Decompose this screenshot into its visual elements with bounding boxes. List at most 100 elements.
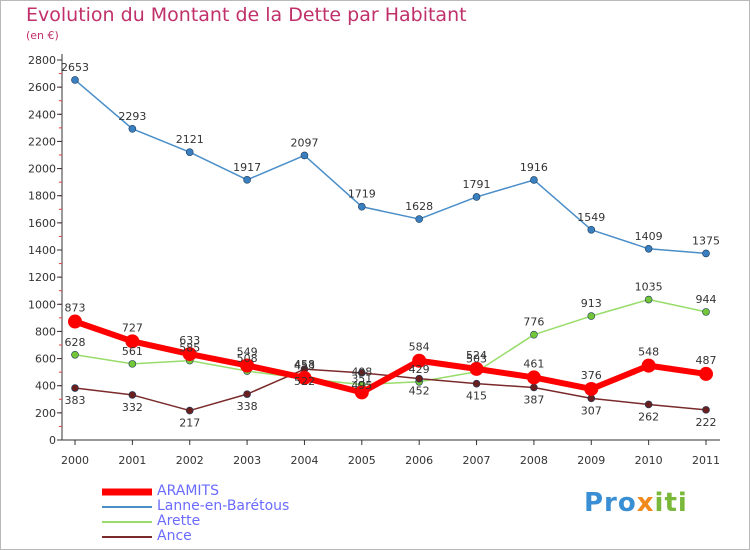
- x-tick-label: 2009: [577, 454, 605, 467]
- data-point-aramits: [469, 361, 484, 376]
- data-point-ance: [185, 406, 194, 415]
- x-tick-label: 2008: [520, 454, 548, 467]
- data-point-arette: [71, 350, 79, 359]
- x-tick-label: 2011: [692, 454, 720, 467]
- data-point-ance: [472, 379, 481, 388]
- data-label-arette: 585: [179, 342, 200, 355]
- data-label-ance: 495: [351, 379, 372, 392]
- legend-label-arette: Arette: [157, 513, 201, 529]
- data-label-lanne-en-bar-tous: 1549: [577, 211, 605, 224]
- y-tick-label: 2600: [28, 81, 56, 94]
- series-line-lanne-en-bar-tous: [74, 79, 707, 255]
- data-label-arette: 1035: [635, 281, 663, 294]
- data-point-ance: [702, 406, 710, 414]
- data-point-lanne-en-bar-tous: [358, 202, 366, 211]
- data-point-lanne-en-bar-tous: [71, 76, 79, 84]
- data-point-aramits: [354, 385, 369, 400]
- y-tick-label: 1400: [28, 244, 56, 257]
- legend-label-ance: Ance: [157, 528, 192, 544]
- data-point-aramits: [182, 347, 197, 362]
- data-point-aramits: [68, 314, 82, 329]
- legend-label-lanne-en-bar-tous: Lanne-en-Barétous: [157, 498, 290, 514]
- data-label-arette: 429: [409, 363, 430, 376]
- data-label-ance: 307: [581, 404, 602, 417]
- data-point-aramits: [584, 381, 599, 396]
- data-label-ance: 338: [237, 400, 258, 413]
- data-point-lanne-en-bar-tous: [530, 176, 538, 184]
- x-tick-label: 2010: [635, 454, 663, 467]
- data-point-lanne-en-bar-tous: [587, 225, 596, 234]
- data-label-aramits: 458: [294, 358, 315, 371]
- x-tick-label: 2005: [348, 454, 376, 467]
- y-tick-label: 2400: [28, 108, 56, 121]
- data-point-lanne-en-bar-tous: [702, 249, 710, 258]
- data-point-aramits: [526, 370, 541, 385]
- x-tick-label: 2001: [118, 454, 146, 467]
- series-line-arette: [74, 298, 707, 386]
- data-label-aramits: 584: [409, 341, 430, 354]
- data-label-lanne-en-bar-tous: 2121: [176, 133, 204, 146]
- data-label-lanne-en-bar-tous: 2653: [61, 61, 89, 74]
- legend-swatch-aramits: [102, 488, 152, 495]
- data-label-aramits: 633: [179, 334, 200, 347]
- data-label-lanne-en-bar-tous: 2097: [290, 136, 318, 149]
- data-label-arette: 776: [523, 316, 544, 329]
- x-tick-label: 2007: [463, 454, 491, 467]
- data-point-ance: [530, 383, 538, 392]
- data-label-ance: 222: [696, 416, 717, 429]
- data-point-arette: [587, 312, 596, 320]
- data-label-aramits: 376: [581, 369, 602, 382]
- data-label-aramits: 873: [65, 302, 86, 315]
- data-label-ance: 332: [122, 401, 143, 414]
- data-point-aramits: [699, 366, 713, 381]
- logo-part-1: Pro: [584, 488, 637, 518]
- data-label-lanne-en-bar-tous: 1791: [463, 178, 491, 191]
- legend-swatch-arette: [102, 520, 152, 523]
- y-tick-label: 800: [35, 325, 56, 338]
- x-tick-label: 2000: [61, 454, 89, 467]
- data-label-aramits: 549: [237, 345, 258, 358]
- data-label-ance: 415: [466, 390, 487, 403]
- y-tick-label: 1200: [28, 271, 56, 284]
- legend-label-aramits: ARAMITS: [157, 483, 219, 499]
- data-label-arette: 913: [581, 297, 602, 310]
- series-aramits: [68, 314, 713, 400]
- data-label-arette: 408: [351, 366, 372, 379]
- y-tick-label: 1000: [28, 298, 56, 311]
- data-label-ance: 383: [65, 394, 86, 407]
- data-label-lanne-en-bar-tous: 1719: [348, 188, 376, 201]
- data-point-lanne-en-bar-tous: [185, 148, 194, 156]
- data-label-ance: 387: [523, 393, 544, 406]
- data-point-ance: [128, 391, 137, 399]
- data-point-arette: [702, 308, 710, 316]
- data-label-aramits: 487: [696, 354, 717, 367]
- data-point-ance: [358, 369, 366, 377]
- y-tick-label: 1600: [28, 217, 56, 230]
- data-label-aramits: 351: [351, 372, 372, 385]
- series-lanne-en-bar-tous: [71, 76, 710, 258]
- y-tick-label: 600: [35, 353, 56, 366]
- data-point-aramits: [240, 358, 255, 373]
- y-tick-label: 0: [49, 434, 56, 447]
- legend-swatch-lanne-en-bar-tous: [102, 505, 152, 508]
- data-label-arette: 508: [237, 352, 258, 365]
- data-point-aramits: [641, 358, 656, 373]
- chart-axes: 0 200 400 600 800 1000 1200 1400 1600 1800 2000 220…: [28, 54, 720, 467]
- x-tick-label: 2004: [290, 454, 318, 467]
- y-tick-label: 2200: [28, 135, 56, 148]
- chart-title: Evolution du Montant de la Dette par Hab…: [26, 4, 467, 26]
- data-point-arette: [128, 360, 137, 368]
- data-label-arette: 944: [696, 293, 717, 306]
- data-point-lanne-en-bar-tous: [128, 125, 137, 133]
- data-label-ance: 217: [179, 417, 200, 430]
- data-point-aramits: [412, 353, 427, 368]
- y-tick-label: 400: [35, 380, 56, 393]
- data-label-arette: 453: [294, 360, 315, 373]
- data-label-lanne-en-bar-tous: 1409: [635, 230, 663, 243]
- x-tick-label: 2006: [405, 454, 433, 467]
- logo-part-2: x: [636, 488, 655, 518]
- series-ance: [71, 365, 710, 415]
- data-point-ance: [644, 400, 653, 409]
- data-point-lanne-en-bar-tous: [415, 215, 423, 223]
- logo-part-3: iti: [654, 488, 688, 518]
